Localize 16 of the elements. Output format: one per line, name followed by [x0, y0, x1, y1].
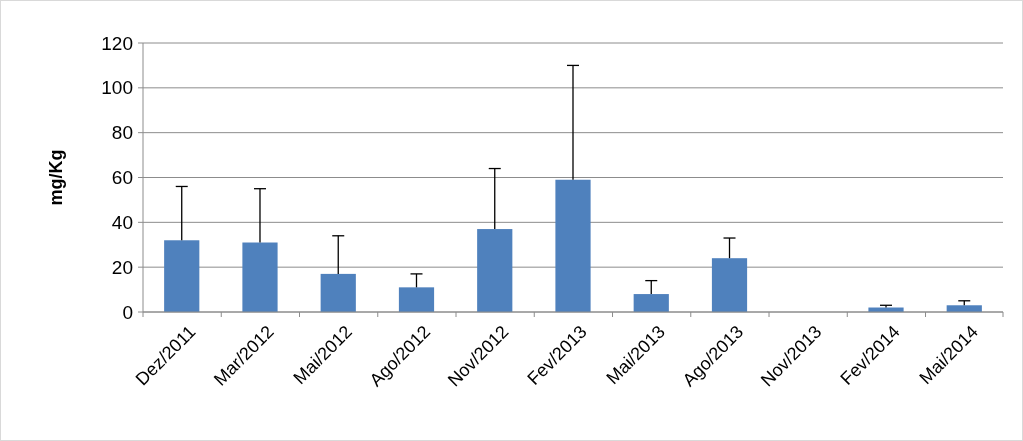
y-tick-label: 20: [111, 256, 133, 278]
y-tick-label: 60: [111, 167, 133, 189]
bar: [164, 240, 200, 312]
bar: [555, 179, 591, 312]
y-tick-label: 0: [122, 301, 133, 323]
bar: [320, 273, 356, 312]
y-tick-label: 100: [101, 77, 133, 99]
bar: [398, 287, 435, 312]
bar: [711, 258, 748, 312]
bar: [633, 294, 669, 312]
bar: [242, 242, 278, 312]
y-tick-label: 40: [111, 211, 133, 233]
y-axis-title: mg/Kg: [46, 149, 66, 206]
y-tick-label: 80: [111, 122, 133, 144]
bar: [477, 229, 513, 312]
y-tick-label: 120: [101, 32, 133, 54]
